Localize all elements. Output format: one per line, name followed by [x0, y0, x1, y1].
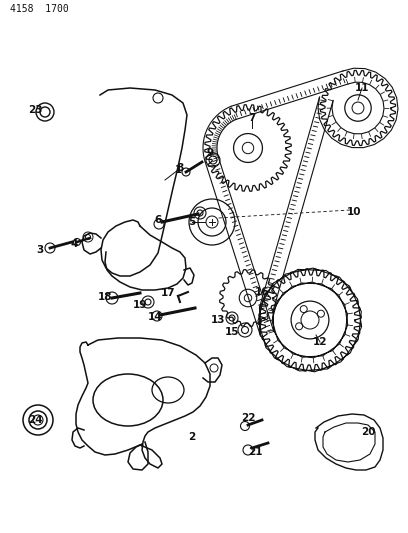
Text: 23: 23	[28, 105, 42, 115]
Text: 20: 20	[361, 427, 375, 437]
Text: 24: 24	[28, 415, 42, 425]
Text: 6: 6	[154, 215, 162, 225]
Text: 4: 4	[70, 239, 78, 249]
Text: 4158  1700: 4158 1700	[10, 4, 69, 14]
Text: 16: 16	[255, 287, 269, 297]
Text: 1: 1	[174, 165, 182, 175]
Text: 8: 8	[176, 163, 184, 173]
Text: 14: 14	[148, 312, 162, 322]
Text: 11: 11	[355, 83, 369, 93]
Text: 18: 18	[98, 292, 112, 302]
Text: 19: 19	[133, 300, 147, 310]
Text: 21: 21	[248, 447, 262, 457]
Text: 13: 13	[211, 315, 225, 325]
Text: 9: 9	[206, 148, 213, 158]
Text: 5: 5	[188, 217, 195, 227]
Text: 22: 22	[241, 413, 255, 423]
Text: 10: 10	[347, 207, 361, 217]
Text: 3: 3	[36, 245, 44, 255]
Text: 15: 15	[225, 327, 239, 337]
Text: 2: 2	[188, 432, 195, 442]
Text: 12: 12	[313, 337, 327, 347]
Text: 17: 17	[161, 288, 175, 298]
Text: 7: 7	[248, 113, 256, 123]
